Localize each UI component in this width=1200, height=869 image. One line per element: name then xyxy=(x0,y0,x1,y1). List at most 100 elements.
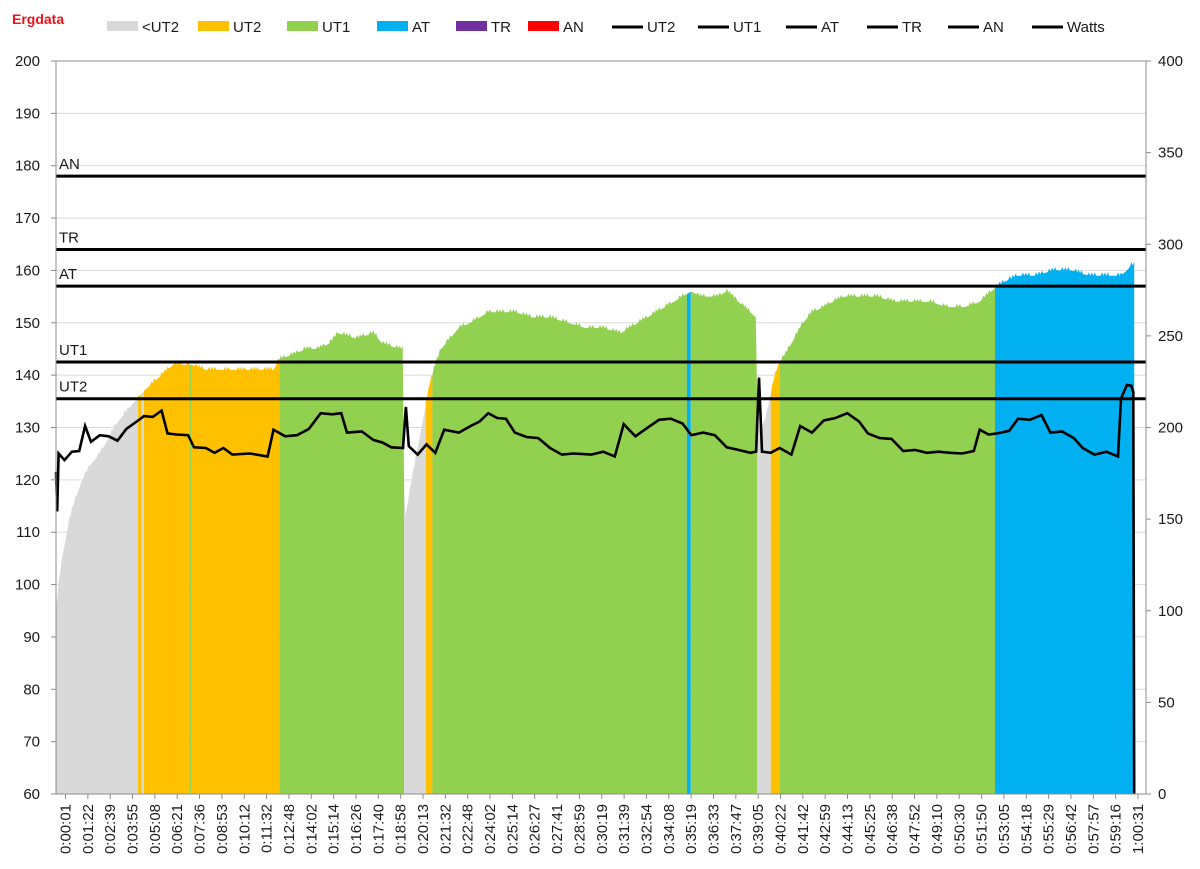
right-axis-tick-label: 50 xyxy=(1158,694,1175,711)
zone-area-ut2-3 xyxy=(144,361,190,794)
right-axis-tick-label: 0 xyxy=(1158,786,1166,803)
legend-label: AN xyxy=(983,19,1004,36)
legend-label: UT2 xyxy=(233,19,261,36)
x-axis-tick-label: 0:45:25 xyxy=(862,804,879,854)
right-axis-tick-label: 250 xyxy=(1158,328,1183,345)
legend-label: TR xyxy=(491,19,511,36)
left-axis-tick-label: 150 xyxy=(15,315,40,332)
x-axis-tick-label: 0:21:32 xyxy=(437,804,454,854)
x-axis-tick-label: 0:49:10 xyxy=(929,804,946,854)
x-axis-tick-label: 1:00:31 xyxy=(1130,804,1147,854)
zone-area-below-ut2-12 xyxy=(757,394,771,794)
right-y-axis: 0 50 100 150 200 250 300 350 400 xyxy=(1146,53,1183,803)
legend-label: AT xyxy=(412,19,430,36)
x-axis-tick-label: 0:05:08 xyxy=(147,804,164,854)
legend-label: UT1 xyxy=(733,19,761,36)
zone-area-below-ut2-0 xyxy=(56,394,139,794)
legend-item: TR xyxy=(456,19,511,36)
left-axis-tick-label: 60 xyxy=(23,786,40,803)
zone-area-at-15 xyxy=(995,262,1135,795)
x-axis: 0:00:01 0:01:22 0:02:39 0:03:55 0:05:08 0:06:… xyxy=(58,794,1147,854)
x-axis-tick-label: 0:24:02 xyxy=(482,804,499,854)
zone-area-below-ut2-2 xyxy=(141,390,144,794)
x-axis-tick-label: 0:12:48 xyxy=(281,804,298,854)
legend: <UT2 UT2 UT1 AT TR AN UT2 UT1 AT TR AN Watts xyxy=(107,19,1105,36)
legend-swatch xyxy=(377,21,408,31)
left-axis-tick-label: 120 xyxy=(15,472,40,489)
x-axis-tick-label: 0:00:01 xyxy=(58,804,75,854)
left-axis-tick-label: 90 xyxy=(23,629,40,646)
left-axis-tick-label: 100 xyxy=(15,577,40,594)
x-axis-tick-label: 0:22:48 xyxy=(460,804,477,854)
right-axis-tick-label: 350 xyxy=(1158,145,1183,162)
x-axis-tick-label: 0:08:53 xyxy=(214,804,231,854)
watts-line xyxy=(54,377,1136,795)
zone-area-at-10 xyxy=(686,291,691,794)
right-axis-tick-label: 300 xyxy=(1158,236,1183,253)
zone-area-ut1-11 xyxy=(690,288,758,794)
x-axis-tick-label: 0:15:14 xyxy=(326,804,343,854)
zone-area-ut2-5 xyxy=(191,358,280,794)
watts-series xyxy=(54,377,1136,795)
x-axis-tick-label: 0:27:41 xyxy=(549,804,566,854)
legend-item: Watts xyxy=(1032,19,1105,36)
right-axis-tick-label: 400 xyxy=(1158,53,1183,70)
legend-swatch xyxy=(456,21,487,31)
x-axis-tick-label: 0:32:54 xyxy=(638,804,655,854)
x-axis-tick-label: 0:01:22 xyxy=(80,804,97,854)
x-axis-tick-label: 0:50:30 xyxy=(951,804,968,854)
zone-area-ut1-4 xyxy=(189,364,192,794)
legend-item: AN xyxy=(528,19,584,36)
legend-label: Watts xyxy=(1067,19,1105,36)
legend-label: AN xyxy=(563,19,584,36)
x-axis-tick-label: 0:14:02 xyxy=(303,804,320,854)
zone-area-ut2-8 xyxy=(425,375,433,794)
legend-swatch xyxy=(107,21,138,31)
legend-label: UT1 xyxy=(322,19,350,36)
x-axis-tick-label: 0:31:39 xyxy=(616,804,633,854)
reference-label-at: AT xyxy=(59,266,77,283)
left-axis-tick-label: 140 xyxy=(15,367,40,384)
legend-swatch xyxy=(528,21,559,31)
x-axis-tick-label: 0:02:39 xyxy=(102,804,119,854)
right-axis-tick-label: 150 xyxy=(1158,511,1183,528)
x-axis-tick-label: 0:54:18 xyxy=(1018,804,1035,854)
zone-area-ut1-6 xyxy=(279,330,405,794)
x-axis-tick-label: 0:30:19 xyxy=(594,804,611,854)
x-axis-tick-label: 0:57:57 xyxy=(1085,804,1102,854)
reference-label-ut1: UT1 xyxy=(59,342,87,359)
reference-label-an: AN xyxy=(59,156,80,173)
x-axis-tick-label: 0:53:05 xyxy=(996,804,1013,854)
x-axis-tick-label: 0:36:33 xyxy=(706,804,723,854)
right-axis-tick-label: 200 xyxy=(1158,420,1183,437)
x-axis-tick-label: 0:55:29 xyxy=(1041,804,1058,854)
chart-title: Ergdata xyxy=(12,11,64,27)
x-axis-tick-label: 0:44:13 xyxy=(840,804,857,854)
x-axis-tick-label: 0:18:58 xyxy=(393,804,410,854)
left-axis-tick-label: 180 xyxy=(15,158,40,175)
x-axis-tick-label: 0:06:21 xyxy=(169,804,186,854)
x-axis-tick-label: 0:42:59 xyxy=(817,804,834,854)
x-axis-tick-label: 0:17:40 xyxy=(370,804,387,854)
legend-swatch xyxy=(287,21,318,31)
left-y-axis: 60 70 80 90 100 110 120 130 140 150 160 170 180 190 20… xyxy=(15,53,56,803)
reference-label-ut2: UT2 xyxy=(59,379,87,396)
x-axis-tick-label: 0:10:12 xyxy=(236,804,253,854)
zone-area-ut1-9 xyxy=(432,293,687,794)
reference-label-tr: TR xyxy=(59,229,79,246)
legend-item: UT2 xyxy=(612,19,675,36)
left-axis-tick-label: 80 xyxy=(23,681,40,698)
zone-area-ut1-14 xyxy=(779,288,995,794)
legend-item: AT xyxy=(786,19,839,36)
x-axis-tick-label: 0:39:05 xyxy=(750,804,767,854)
legend-item: AT xyxy=(377,19,430,36)
zone-area-ut2-13 xyxy=(770,362,780,794)
x-axis-tick-label: 0:07:36 xyxy=(192,804,209,854)
x-axis-tick-label: 0:03:55 xyxy=(125,804,142,854)
legend-item: TR xyxy=(867,19,922,36)
x-axis-tick-label: 0:40:22 xyxy=(773,804,790,854)
zone-area-ut2-1 xyxy=(138,393,142,794)
legend-label: AT xyxy=(821,19,839,36)
right-axis-tick-label: 100 xyxy=(1158,603,1183,620)
